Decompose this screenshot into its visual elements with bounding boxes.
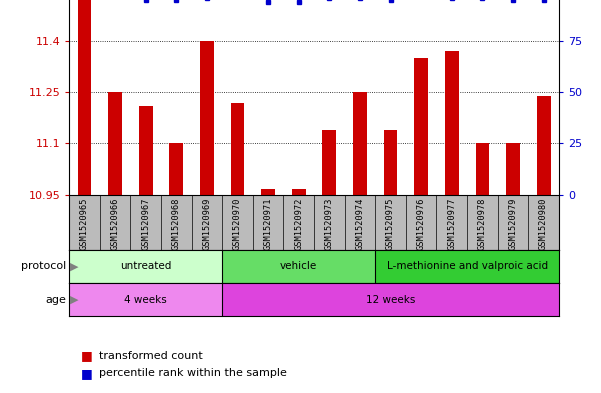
Bar — [139, 106, 153, 195]
Text: ▶: ▶ — [70, 261, 79, 271]
Text: percentile rank within the sample: percentile rank within the sample — [99, 368, 287, 378]
Text: vehicle: vehicle — [280, 261, 317, 271]
Bar — [414, 58, 428, 195]
Bar — [69, 283, 222, 316]
Bar — [292, 189, 305, 195]
Text: GSM1520974: GSM1520974 — [355, 197, 364, 250]
Text: GSM1520976: GSM1520976 — [416, 197, 426, 250]
Bar — [108, 92, 122, 195]
Bar — [383, 130, 397, 195]
Text: GSM1520977: GSM1520977 — [447, 197, 456, 250]
Bar — [169, 143, 183, 195]
Bar — [200, 41, 214, 195]
Bar — [78, 0, 91, 195]
Text: ▶: ▶ — [70, 295, 79, 305]
Text: L-methionine and valproic acid: L-methionine and valproic acid — [386, 261, 548, 271]
Text: ■: ■ — [81, 367, 93, 380]
Bar — [445, 51, 459, 195]
Text: untreated: untreated — [120, 261, 171, 271]
Bar — [475, 143, 489, 195]
Text: transformed count: transformed count — [99, 351, 203, 361]
Text: GSM1520969: GSM1520969 — [203, 197, 212, 250]
Text: 4 weeks: 4 weeks — [124, 295, 167, 305]
Bar — [261, 189, 275, 195]
Text: GSM1520970: GSM1520970 — [233, 197, 242, 250]
Text: GSM1520980: GSM1520980 — [539, 197, 548, 250]
Bar — [537, 96, 551, 195]
Bar — [353, 92, 367, 195]
Text: 12 weeks: 12 weeks — [366, 295, 415, 305]
Text: GSM1520972: GSM1520972 — [294, 197, 304, 250]
Text: GSM1520966: GSM1520966 — [111, 197, 120, 250]
Text: GSM1520975: GSM1520975 — [386, 197, 395, 250]
Bar — [375, 250, 559, 283]
Text: GSM1520971: GSM1520971 — [264, 197, 273, 250]
Text: ■: ■ — [81, 349, 93, 362]
Bar — [231, 103, 245, 195]
Text: age: age — [45, 295, 66, 305]
Bar — [69, 250, 222, 283]
Text: GSM1520973: GSM1520973 — [325, 197, 334, 250]
Bar — [506, 143, 520, 195]
Text: GSM1520968: GSM1520968 — [172, 197, 181, 250]
Text: GSM1520978: GSM1520978 — [478, 197, 487, 250]
Text: protocol: protocol — [21, 261, 66, 271]
Text: GSM1520965: GSM1520965 — [80, 197, 89, 250]
Bar — [323, 130, 336, 195]
Bar — [222, 283, 559, 316]
Text: GSM1520967: GSM1520967 — [141, 197, 150, 250]
Bar — [222, 250, 375, 283]
Text: GSM1520979: GSM1520979 — [508, 197, 517, 250]
